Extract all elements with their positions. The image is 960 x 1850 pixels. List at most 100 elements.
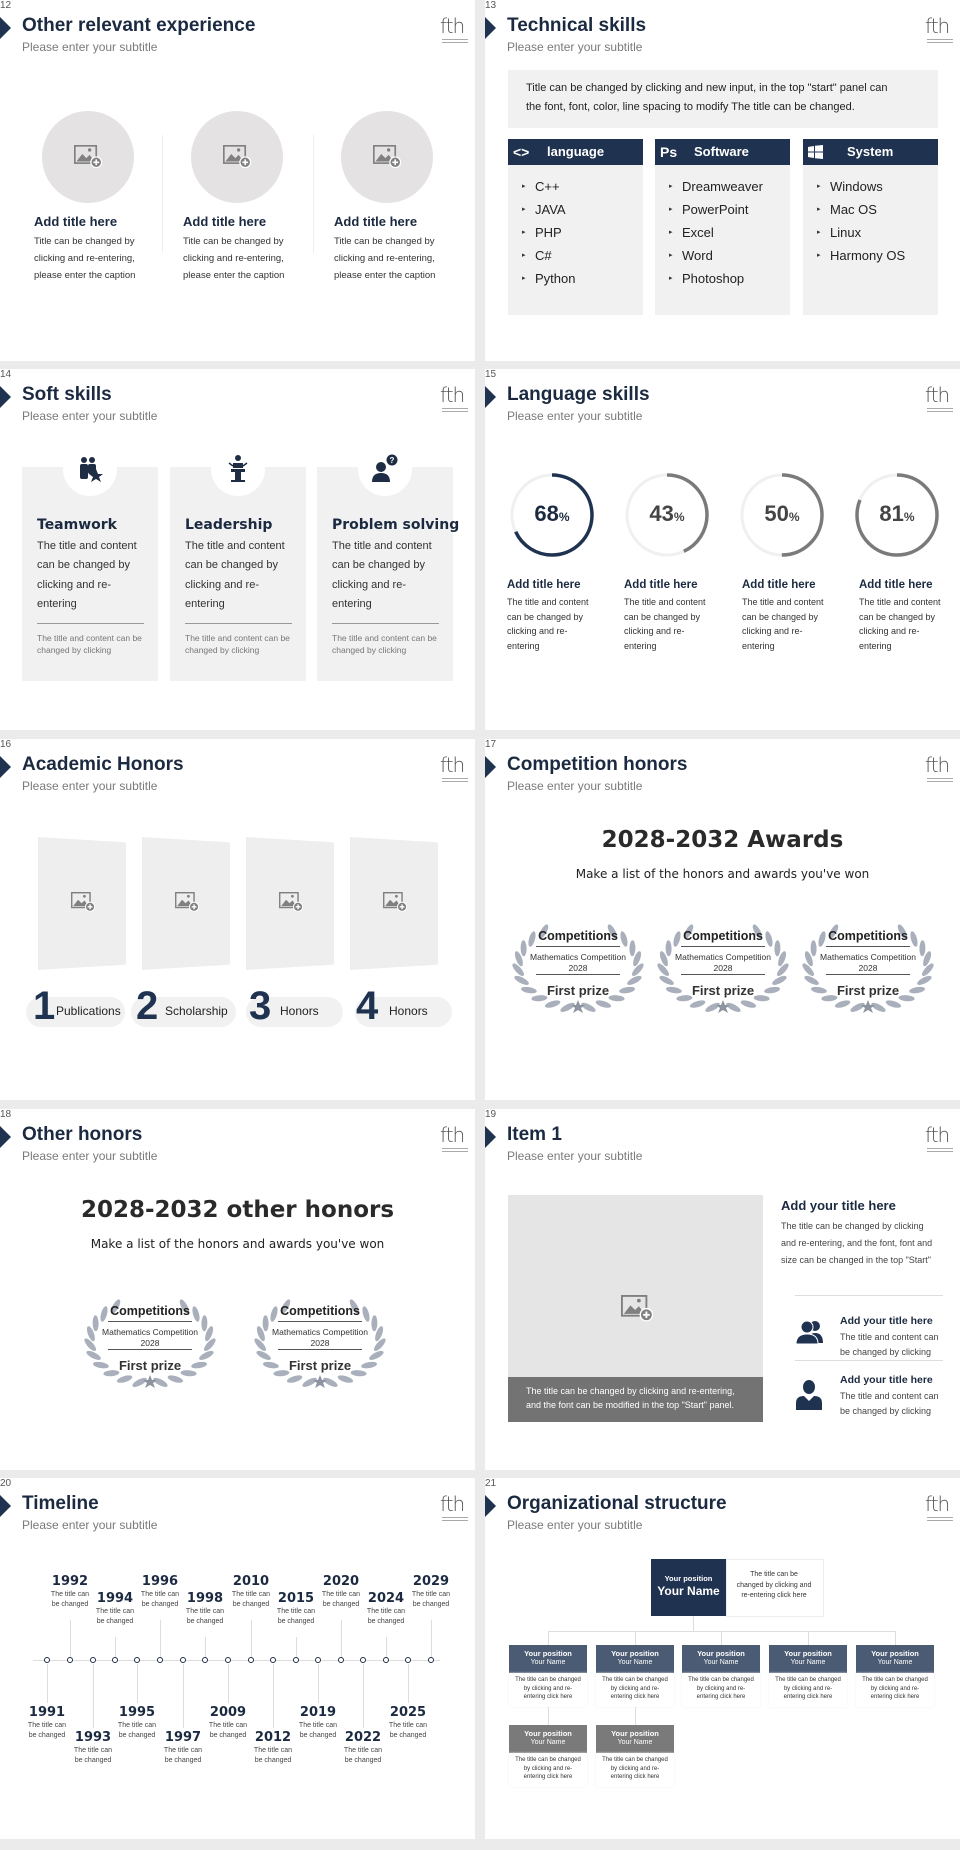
org-member-header[interactable] xyxy=(596,1725,674,1753)
image-placeholder-icon[interactable] xyxy=(71,892,95,912)
bullet-icon: ▸ xyxy=(669,229,673,236)
timeline-text: be changed xyxy=(96,1617,134,1625)
timeline-node[interactable] xyxy=(134,1657,140,1663)
timeline-node[interactable] xyxy=(270,1657,276,1663)
award-prize: First prize xyxy=(288,1358,352,1373)
image-placeholder-icon[interactable] xyxy=(373,145,401,168)
org-top-desc-box xyxy=(726,1559,824,1617)
bullet-icon: ▸ xyxy=(817,229,821,236)
slide-title: Technical skills xyxy=(507,15,647,36)
laurel-leaf xyxy=(286,1375,303,1383)
slide-subtitle: Please enter your subtitle xyxy=(507,40,643,54)
main-text: size can be changed in the top "Start" xyxy=(781,1255,931,1265)
timeline-connector xyxy=(137,1664,138,1703)
honor-label-pill xyxy=(131,997,236,1027)
laurel-leaf xyxy=(753,995,770,1002)
org-member-header[interactable] xyxy=(509,1645,587,1673)
bullet-icon: ▸ xyxy=(817,183,821,190)
card-text: can be changed by xyxy=(332,559,425,572)
laurel-leaf xyxy=(910,931,918,947)
page-number: 19 xyxy=(485,1109,497,1120)
timeline-node[interactable] xyxy=(338,1657,344,1663)
image-placeholder-icon[interactable] xyxy=(279,892,303,912)
card-text: clicking and re- xyxy=(332,578,406,591)
card-divider xyxy=(37,623,144,624)
logo-tagline xyxy=(927,1517,953,1518)
award-divider xyxy=(278,1349,362,1350)
laurel-leaf xyxy=(834,1000,851,1008)
timeline-node[interactable] xyxy=(360,1657,366,1663)
chevron-icon xyxy=(485,1126,497,1153)
card-title: Teamwork xyxy=(37,517,117,533)
image-placeholder-icon[interactable] xyxy=(74,145,102,168)
slide-19: Item 1 Please enter your subtitle fth 19 The… xyxy=(485,1109,960,1470)
slide-17: Competition honors Please enter your subt… xyxy=(485,739,960,1100)
chevron-icon xyxy=(485,1495,497,1522)
org-member-header[interactable] xyxy=(769,1645,847,1673)
org-member-header[interactable] xyxy=(856,1645,934,1673)
windows-icon xyxy=(808,145,823,164)
feature-image-placeholder[interactable] xyxy=(508,1195,763,1377)
timeline-node[interactable] xyxy=(180,1657,186,1663)
timeline-node[interactable] xyxy=(428,1657,434,1663)
timeline-node[interactable] xyxy=(383,1657,389,1663)
image-placeholder-icon[interactable] xyxy=(175,892,199,912)
ring-text: entering xyxy=(624,641,657,652)
timeline-text: be changed xyxy=(28,1731,66,1739)
award-category: Competitions xyxy=(683,929,763,943)
column-body xyxy=(655,165,790,315)
timeline-node[interactable] xyxy=(225,1657,231,1663)
image-placeholder-icon[interactable] xyxy=(223,145,251,168)
logo-tagline xyxy=(927,1151,953,1152)
timeline-node[interactable] xyxy=(202,1657,208,1663)
timeline-node[interactable] xyxy=(293,1657,299,1663)
org-member-header[interactable] xyxy=(682,1645,760,1673)
laurel-leaf xyxy=(607,924,618,939)
column-header-software xyxy=(655,139,790,165)
timeline-text: be changed xyxy=(389,1731,427,1739)
laurel-leaf xyxy=(921,963,934,976)
column-header-system xyxy=(803,139,938,165)
org-name: Your Name xyxy=(877,1659,913,1666)
card-text: The title and content xyxy=(332,540,432,552)
laurel-wreath-icon xyxy=(250,1293,390,1398)
timeline-text: The title can xyxy=(276,1608,316,1615)
org-top-box[interactable] xyxy=(651,1559,726,1616)
timeline-node[interactable] xyxy=(315,1657,321,1663)
org-desc: by clicking and re- xyxy=(870,1685,920,1692)
timeline-node[interactable] xyxy=(405,1657,411,1663)
org-member-header[interactable] xyxy=(596,1645,674,1673)
slide-18: Other honors Please enter your subtitle ft… xyxy=(0,1109,475,1470)
timeline-node[interactable] xyxy=(90,1657,96,1663)
honor-number: 4 xyxy=(356,984,379,1028)
laurel-leaf xyxy=(521,986,537,994)
timeline-node[interactable] xyxy=(157,1657,163,1663)
timeline-node[interactable] xyxy=(248,1657,254,1663)
award-category: Competitions xyxy=(538,929,618,943)
image-placeholder-icon[interactable] xyxy=(383,892,407,912)
laurel-leaf xyxy=(538,924,549,939)
timeline-node[interactable] xyxy=(44,1657,50,1663)
org-connector xyxy=(808,1631,809,1645)
timeline-node[interactable] xyxy=(67,1657,73,1663)
org-member-header[interactable] xyxy=(509,1725,587,1753)
progress-ring xyxy=(738,471,826,564)
org-name: Your Name xyxy=(703,1659,739,1666)
org-desc: by clicking and re- xyxy=(523,1685,573,1692)
org-desc: The title can be changed xyxy=(515,1757,581,1763)
timeline-year: 1993 xyxy=(74,1730,112,1745)
slide-title: Language skills xyxy=(507,384,650,405)
image-placeholder-icon[interactable] xyxy=(621,1295,653,1321)
slide-subtitle: Please enter your subtitle xyxy=(22,1149,158,1163)
timeline-connector xyxy=(115,1637,116,1657)
logo-tagline xyxy=(927,42,953,43)
laurel-wreath-icon xyxy=(798,918,938,1023)
timeline-connector xyxy=(47,1664,48,1703)
entry-divider xyxy=(795,1295,943,1296)
percent-unit: % xyxy=(558,510,570,524)
timeline-node[interactable] xyxy=(112,1657,118,1663)
page-number: 15 xyxy=(485,369,497,380)
card-text: can be changed by xyxy=(37,559,130,572)
skill-card xyxy=(170,467,306,681)
org-desc: entering click here xyxy=(783,1694,833,1701)
